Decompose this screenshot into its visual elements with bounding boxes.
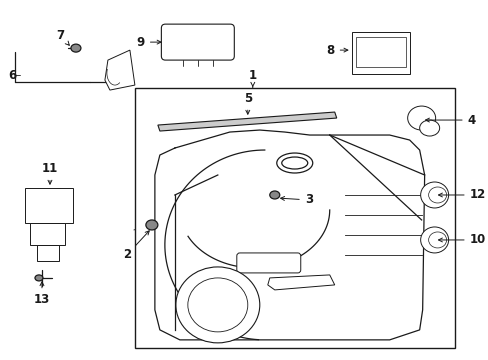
Text: 4: 4 [425,113,475,127]
Text: 6: 6 [8,69,16,82]
Ellipse shape [172,34,186,44]
Text: 13: 13 [34,282,50,306]
Text: 12: 12 [438,189,485,202]
Text: 7: 7 [56,28,69,45]
Ellipse shape [407,106,435,130]
Ellipse shape [71,44,81,52]
Polygon shape [105,50,135,90]
Bar [351,32,409,74]
Ellipse shape [176,267,259,343]
Bar [30,223,65,245]
FancyBboxPatch shape [236,253,300,273]
Ellipse shape [420,182,447,208]
Text: 3: 3 [280,193,312,207]
Text: 1: 1 [248,69,256,87]
Ellipse shape [420,227,447,253]
Text: 10: 10 [438,233,485,247]
Ellipse shape [208,34,223,44]
Ellipse shape [187,278,247,332]
Ellipse shape [428,187,446,203]
Text: 5: 5 [243,91,251,114]
Text: 2: 2 [122,231,149,261]
Ellipse shape [35,275,43,281]
Bar [135,88,454,348]
Text: 8: 8 [326,44,347,57]
Text: 9: 9 [136,36,161,49]
Ellipse shape [276,153,312,173]
Text: 11: 11 [42,162,58,184]
Bar [355,37,405,67]
Bar [37,245,59,261]
Ellipse shape [281,157,307,169]
FancyBboxPatch shape [161,24,234,60]
Ellipse shape [428,232,446,248]
Polygon shape [158,112,336,131]
Polygon shape [267,275,334,290]
Ellipse shape [419,120,439,136]
Ellipse shape [269,191,279,199]
Bar [25,188,73,223]
Ellipse shape [190,34,204,44]
Ellipse shape [145,220,158,230]
